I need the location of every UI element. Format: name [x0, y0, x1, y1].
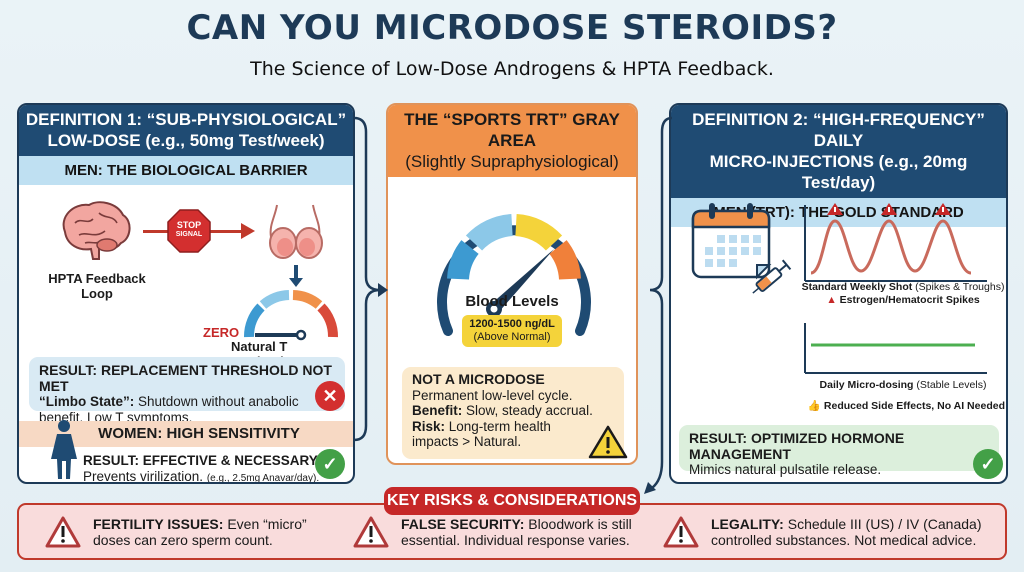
key-risks-header: KEY RISKS & CONSIDERATIONS	[384, 487, 640, 515]
page-title: CAN YOU MICRODOSE STEROIDS?	[186, 8, 838, 48]
warning-triangle-icon	[45, 516, 81, 548]
arrow-head-icon	[241, 223, 255, 239]
daily-stable-chart	[804, 323, 987, 374]
warning-triangle-icon	[663, 516, 699, 548]
check-circle-icon: ✓	[973, 449, 1003, 479]
warning-triangle-icon	[353, 516, 389, 548]
stop-sign-text: STOP SIGNAL	[175, 220, 203, 238]
hpta-label: HPTA Feedback Loop	[48, 271, 146, 301]
optimized-result-box: RESULT: OPTIMIZED HORMONE MANAGEMENT Mim…	[679, 425, 999, 477]
risk-item-legality: LEGALITY: Schedule III (US) / IV (Canada…	[663, 516, 981, 548]
definition1-title: DEFINITION 1: “SUB-PHYSIOLOGICAL” LOW-DO…	[19, 105, 353, 156]
page-subtitle: The Science of Low-Dose Androgens & HPTA…	[250, 58, 774, 80]
brain-icon	[62, 201, 131, 260]
down-arrow-icon	[289, 265, 303, 287]
check-circle-icon: ✓	[315, 449, 345, 479]
daily-benefit: 👍 Reduced Side Effects, No AI Needed	[807, 400, 1005, 412]
syringe-icon	[752, 259, 792, 294]
daily-chart-caption: Daily Micro-dosing (Stable Levels)	[819, 379, 987, 391]
not-microdose-box: NOT A MICRODOSE Permanent low-level cycl…	[402, 367, 624, 459]
woman-icon	[51, 420, 77, 479]
sports-trt-panel: THE “SPORTS TRT” GRAY AREA (Slightly Sup…	[386, 103, 638, 465]
weekly-chart-caption: Standard Weekly Shot (Spikes & Troughs) …	[801, 281, 1005, 306]
definition1-panel: DEFINITION 1: “SUB-PHYSIOLOGICAL” LOW-DO…	[17, 103, 355, 484]
zero-label: ZERO	[203, 325, 240, 340]
thumbs-up-icon: 👍	[807, 400, 821, 412]
women-header: WOMEN: HIGH SENSITIVITY	[19, 421, 353, 447]
women-result: RESULT: EFFECTIVE & NECESSARY Prevents v…	[83, 453, 320, 484]
men-barrier-header: MEN: THE BIOLOGICAL BARRIER	[19, 156, 353, 185]
blood-level-gauge-icon	[437, 214, 591, 336]
men-result-box: RESULT: REPLACEMENT THRESHOLD NOT MET “L…	[29, 357, 345, 425]
blood-levels-label: Blood Levels	[465, 293, 559, 310]
sports-trt-title: THE “SPORTS TRT” GRAY AREA (Slightly Sup…	[388, 105, 636, 177]
testes-icon	[269, 204, 323, 259]
definition2-panel: DEFINITION 2: “HIGH-FREQUENCY” DAILY MIC…	[669, 103, 1008, 484]
weekly-spike-chart	[804, 203, 987, 282]
calendar-icon	[691, 203, 772, 280]
definition2-title: DEFINITION 2: “HIGH-FREQUENCY” DAILY MIC…	[671, 105, 1006, 198]
level-badge: 1200-1500 ng/dL (Above Normal)	[462, 315, 562, 347]
risk-item-false-security: FALSE SECURITY: Bloodwork is still essent…	[353, 516, 632, 548]
stop-sign-icon	[167, 209, 211, 253]
risk-item-fertility: FERTILITY ISSUES: Even “micro” doses can …	[45, 516, 307, 548]
connector-left-brace-icon	[353, 116, 388, 442]
warning-icon: ▲	[826, 294, 837, 306]
x-circle-icon: ✕	[315, 381, 345, 411]
warning-triangle-icon	[588, 425, 628, 459]
connector-right-brace-icon	[644, 116, 673, 494]
t-production-gauge-icon	[244, 290, 338, 341]
